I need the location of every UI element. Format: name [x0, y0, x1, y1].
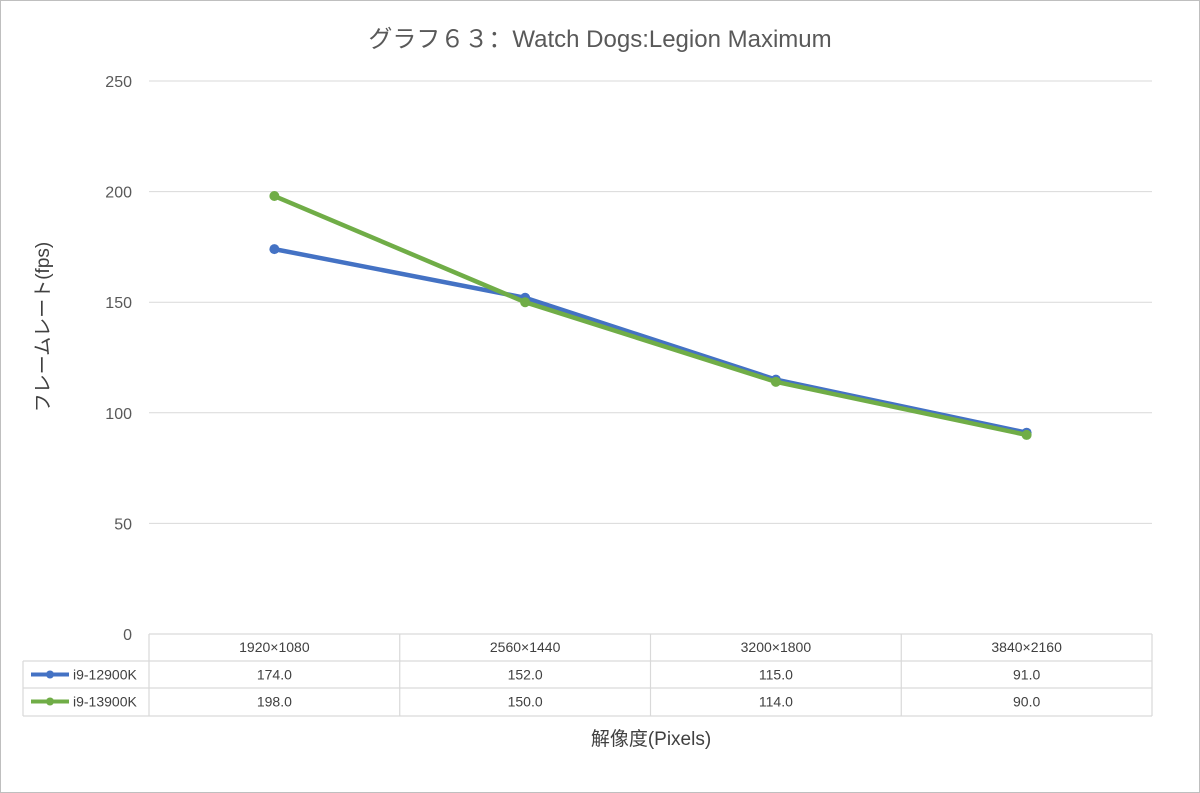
data-label: 198.0: [257, 694, 292, 710]
data-point: [520, 297, 531, 308]
x-tick-label: 3200×1800: [741, 639, 812, 655]
y-tick-label: 200: [105, 185, 132, 202]
data-table: 1920×1080 2560×1440 3200×1800 3840×2160 i9-1…: [22, 633, 1153, 717]
data-label: 115.0: [759, 667, 793, 683]
data-label: 114.0: [759, 694, 793, 710]
data-label: 90.0: [1013, 694, 1040, 710]
legend-series-name: i9-12900K: [73, 667, 137, 683]
x-tick-label: 3840×2160: [991, 639, 1062, 655]
y-axis-label: フレームレート(fps): [33, 242, 54, 412]
legend-key-marker: [46, 670, 54, 679]
gridlines: [149, 80, 1152, 524]
x-tick-label: 2560×1440: [490, 639, 561, 655]
data-label: 174.0: [257, 667, 292, 683]
y-tick-label: 150: [105, 295, 132, 312]
y-tick-label: 0: [123, 627, 132, 644]
y-tick-labels: 0 50 100 150 200 250: [105, 74, 132, 644]
data-label: 91.0: [1013, 667, 1040, 683]
x-tick-label: 1920×1080: [239, 639, 310, 655]
x-axis-label: 解像度(Pixels): [591, 728, 711, 750]
y-tick-label: 250: [105, 74, 132, 91]
data-point: [269, 244, 280, 255]
y-tick-label: 50: [114, 516, 132, 533]
series-line: [272, 193, 1029, 438]
series-lines: [269, 191, 1032, 440]
data-point: [269, 191, 280, 202]
legend-series-name: i9-13900K: [73, 694, 137, 710]
data-point: [770, 376, 781, 387]
data-label: 152.0: [508, 667, 543, 683]
data-label: 150.0: [508, 694, 543, 710]
y-tick-label: 100: [105, 406, 132, 423]
data-point: [1021, 429, 1032, 440]
legend-key-marker: [46, 697, 54, 706]
chart-title: グラフ６３：Watch Dogs:Legion Maximum: [368, 26, 831, 53]
